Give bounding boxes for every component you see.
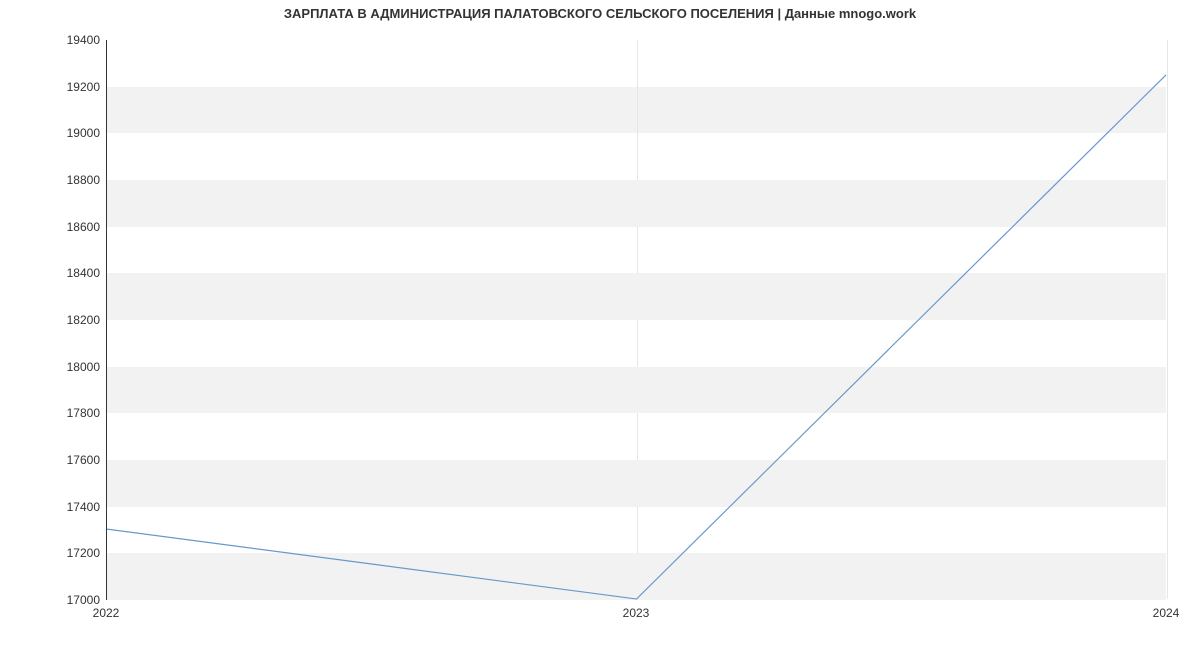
- chart-container: ЗАРПЛАТА В АДМИНИСТРАЦИЯ ПАЛАТОВСКОГО СЕ…: [0, 0, 1200, 650]
- y-tick-label: 19200: [40, 80, 100, 94]
- y-tick-label: 19000: [40, 126, 100, 140]
- y-tick-label: 18400: [40, 266, 100, 280]
- y-tick-label: 17600: [40, 453, 100, 467]
- y-tick-label: 18000: [40, 360, 100, 374]
- x-gridline: [1167, 40, 1168, 599]
- line-layer: [107, 40, 1166, 599]
- y-tick-label: 19400: [40, 33, 100, 47]
- x-tick-label: 2024: [1153, 606, 1180, 620]
- y-tick-label: 18200: [40, 313, 100, 327]
- x-tick-label: 2023: [623, 606, 650, 620]
- y-tick-label: 18800: [40, 173, 100, 187]
- series-line-salary: [107, 75, 1166, 599]
- y-tick-label: 17000: [40, 593, 100, 607]
- y-tick-label: 17400: [40, 500, 100, 514]
- x-tick-label: 2022: [93, 606, 120, 620]
- y-tick-label: 17800: [40, 406, 100, 420]
- y-tick-label: 18600: [40, 220, 100, 234]
- chart-title: ЗАРПЛАТА В АДМИНИСТРАЦИЯ ПАЛАТОВСКОГО СЕ…: [0, 6, 1200, 21]
- y-tick-label: 17200: [40, 546, 100, 560]
- plot-area: [106, 40, 1166, 600]
